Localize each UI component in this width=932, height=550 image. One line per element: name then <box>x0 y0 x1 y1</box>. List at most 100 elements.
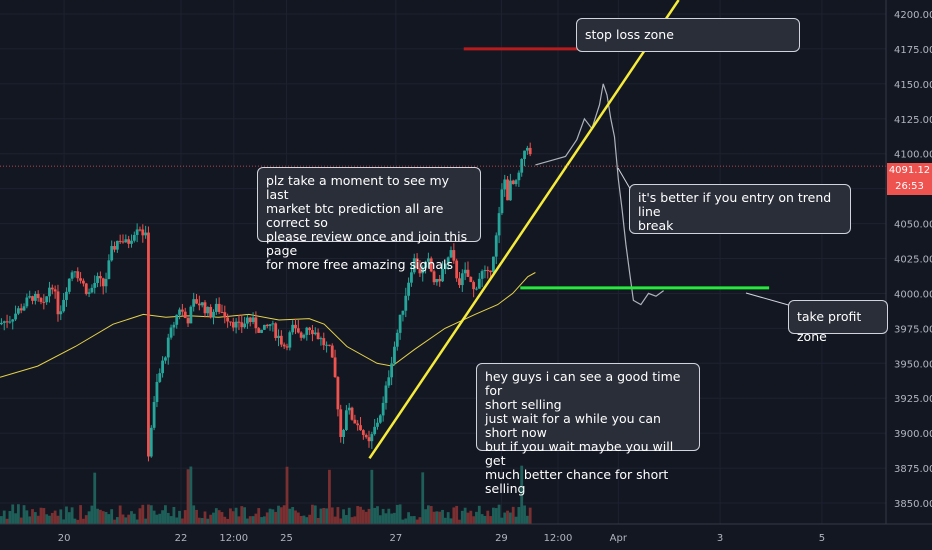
volume-bar <box>5 518 9 524</box>
volume-bar <box>2 510 6 524</box>
candle-body <box>166 337 170 358</box>
volume-bar <box>115 517 119 524</box>
volume-bar <box>152 510 156 524</box>
candle-body <box>336 377 340 410</box>
candle-body <box>217 303 221 312</box>
trend-line <box>368 0 680 460</box>
candle-body <box>31 296 34 301</box>
candle-body <box>446 257 450 264</box>
volume-bar <box>161 510 164 524</box>
candle-body <box>87 292 91 294</box>
volume-bar <box>311 504 314 524</box>
candle-body <box>342 429 345 437</box>
candle-body <box>16 308 20 314</box>
candle-body <box>429 258 433 272</box>
candle-body <box>11 319 15 322</box>
projection-path <box>535 83 664 306</box>
candle-body <box>223 312 227 318</box>
candle-body <box>367 437 371 442</box>
volume-bar <box>336 507 340 524</box>
candle-body <box>410 272 413 283</box>
volume-bar <box>42 508 46 524</box>
candle-body <box>404 295 408 311</box>
volume-bar <box>39 507 43 524</box>
candle-body <box>121 241 125 243</box>
volume-bar <box>45 514 49 524</box>
time-tick-label: 12:00 <box>219 533 248 544</box>
candle-body <box>39 298 43 302</box>
candle-body <box>135 229 139 235</box>
candle-body <box>486 270 490 272</box>
candle-body <box>418 268 422 274</box>
candle-body <box>149 427 153 457</box>
volume-bar <box>254 513 258 524</box>
volume-bars <box>0 465 532 524</box>
volume-bar <box>200 518 204 524</box>
volume-bar <box>494 508 498 524</box>
volume-bar <box>452 507 456 524</box>
volume-bar <box>130 511 133 524</box>
price-axis-bg <box>886 0 932 550</box>
candle-body <box>466 269 470 277</box>
price-tick-label: 3900.00 <box>894 429 932 440</box>
candle-body <box>212 311 215 318</box>
volume-bar <box>489 516 492 524</box>
candle-body <box>299 332 303 338</box>
candle-body <box>435 278 439 283</box>
candle-body <box>82 280 85 284</box>
volume-bar <box>361 509 365 524</box>
candle-body <box>424 261 427 268</box>
volume-bar <box>384 513 388 524</box>
volume-bar <box>141 504 145 524</box>
candle-body <box>164 357 167 361</box>
volume-bar <box>492 507 495 524</box>
candle-body <box>214 303 218 312</box>
candle-body <box>460 273 464 286</box>
volume-bar <box>79 505 82 524</box>
volume-bar <box>523 505 526 524</box>
candle-body <box>113 246 116 250</box>
candle-body <box>144 232 148 236</box>
volume-bar <box>347 507 351 524</box>
candle-body <box>347 407 351 411</box>
volume-bar <box>458 519 461 524</box>
candle-body <box>401 310 405 315</box>
volume-bar <box>401 519 405 524</box>
volume-bar <box>226 518 230 524</box>
candle-body <box>333 357 337 378</box>
volume-bar <box>265 512 269 524</box>
volume-bar <box>189 466 193 524</box>
candle-body <box>234 321 238 328</box>
volume-bar <box>466 512 470 524</box>
candle-body <box>186 318 190 324</box>
volume-bar <box>180 518 184 524</box>
candle-body <box>183 311 187 319</box>
candle-body <box>426 258 430 262</box>
time-tick-label: 12:00 <box>544 533 573 544</box>
candle-body <box>325 344 328 346</box>
volume-bar <box>135 519 139 524</box>
candle-body <box>378 415 382 423</box>
candle-body <box>175 314 179 325</box>
candle-body <box>528 147 532 155</box>
candle-body <box>421 267 425 274</box>
candle-body <box>339 409 343 437</box>
volume-bar <box>197 517 201 524</box>
candle-body <box>302 334 306 338</box>
volume-bar <box>0 516 3 524</box>
volume-bar <box>472 516 476 524</box>
candle-body <box>330 345 334 358</box>
candle-body <box>364 434 368 438</box>
volume-bar <box>240 506 244 524</box>
volume-bar <box>325 508 328 524</box>
candle-body <box>90 287 94 293</box>
candle-body <box>2 321 6 323</box>
volume-bar <box>175 517 179 524</box>
candle-body <box>452 250 456 261</box>
volume-bar <box>138 508 142 524</box>
price-tick-label: 3950.00 <box>894 359 932 370</box>
volume-bar <box>178 510 181 524</box>
candle-body <box>288 332 292 348</box>
